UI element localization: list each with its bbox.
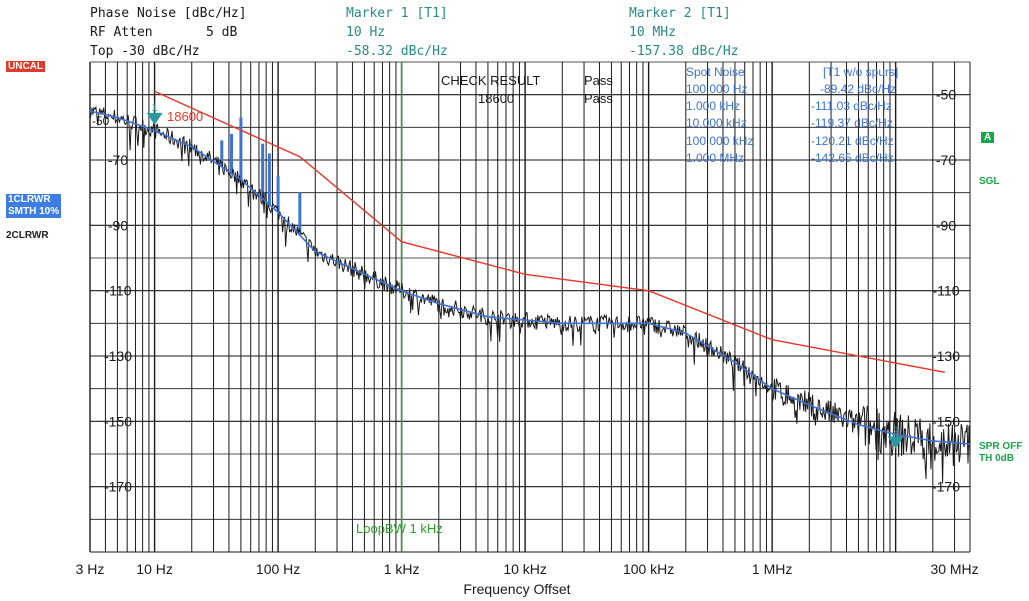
spot-noise-freq-5: 1.000 MHz	[686, 151, 744, 165]
y-tick-left: -150	[104, 413, 132, 429]
check-result-block: CHECK RESULT 18600 Pass Pass	[441, 73, 613, 106]
spot-noise-value-4: -120.21 dBc/Hz	[811, 134, 894, 148]
loopbw-label: LoopBW 1 kHz	[356, 521, 443, 536]
x-tick-label: 1 MHz	[752, 561, 792, 577]
rf-atten-label: RF Atten	[90, 25, 153, 40]
y-tick-left: -110	[105, 283, 132, 299]
marker1-frequency: 10 Hz	[346, 25, 386, 40]
y-tick-left: -170	[104, 479, 132, 495]
check-result-title: CHECK RESULT	[441, 73, 541, 88]
x-tick-label: 30 MHz	[930, 561, 978, 577]
marker2-level: -157.38 dBc/Hz	[629, 44, 739, 59]
marker2-title: Marker 2 [T1]	[629, 6, 731, 21]
y-tick-left: -90	[108, 217, 128, 233]
chart-grid	[89, 61, 971, 553]
rf-atten-value: 5 dB	[206, 25, 238, 40]
x-axis-label: Frequency Offset	[463, 581, 570, 597]
spot-noise-value-2: -111.03 dBc/Hz	[811, 99, 892, 113]
trace2-label: 2CLRWR	[6, 230, 49, 241]
y-tick-right: -90	[936, 217, 956, 233]
marker-2-label: 2	[893, 425, 899, 437]
marker1-level: -58.32 dBc/Hz	[346, 44, 448, 59]
y-tick-left: -130	[104, 348, 132, 364]
phase-noise-label: Phase Noise [dBc/Hz]	[90, 6, 247, 21]
smoothed-trace-line	[89, 110, 971, 445]
trace1-badge: 1CLRWR SMTH 10%	[6, 194, 62, 218]
x-tick-label: 1 kHz	[384, 561, 420, 577]
y-tick-left: -70	[108, 152, 128, 168]
x-tick-label: 10 Hz	[136, 561, 173, 577]
y-tick-labels: -70 -90 -110 -130 -150 -170 -50 -70 -90 -110 -130 -…	[104, 87, 960, 495]
spot-noise-freq-4: 100.000 kHz	[686, 134, 753, 148]
spot-noise-value-3: -119.37 dBc/Hz	[811, 116, 893, 130]
y-tick-right: -170	[932, 479, 960, 495]
top-level-label: Top -30 dBc/Hz	[90, 44, 200, 59]
spot-noise-value-5: -142.65 dBc/Hz	[811, 151, 894, 165]
y-tick-right: -50	[936, 87, 956, 103]
uncal-badge: UNCAL	[6, 61, 45, 72]
sweep-single-label: SGL	[979, 176, 1000, 187]
x-tick-label: 100 Hz	[256, 561, 300, 577]
trace1-mode: 1CLRWR	[8, 194, 51, 205]
x-tick-label: 100 kHz	[623, 561, 674, 577]
spot-noise-table: Spot Noise [T1 w/o spurs] 100.000 Hz -89…	[686, 65, 898, 165]
marker-group: 12	[146, 102, 904, 449]
threshold-label: TH 0dB	[979, 453, 1014, 464]
spot-noise-header-right: [T1 w/o spurs]	[823, 65, 898, 79]
y-tick-right: -150	[932, 413, 960, 429]
marker-1-label: 1	[152, 102, 158, 114]
raw-noise-trace	[89, 105, 971, 484]
check-limit-name: 18600	[478, 91, 514, 106]
spot-noise-freq-1: 100.000 Hz	[686, 82, 747, 96]
spot-noise-freq-2: 1.000 kHz	[686, 99, 740, 113]
y-tick-right: -130	[932, 348, 960, 364]
spot-noise-value-1: -89.42 dBc/Hz	[820, 82, 896, 96]
trace1-smoothing: SMTH 10%	[8, 206, 60, 217]
marker-2-icon	[887, 436, 904, 449]
marker-1-icon	[146, 112, 163, 125]
spot-noise-header: Spot Noise	[686, 65, 745, 79]
ref-level-label: -50	[92, 114, 110, 128]
marker1-title: Marker 1 [T1]	[346, 6, 448, 21]
input-a-badge: A	[981, 132, 995, 143]
y-tick-right: -110	[933, 283, 960, 299]
spur-lines	[220, 117, 302, 236]
marker2-frequency: 10 MHz	[629, 25, 676, 40]
x-tick-labels: 3 Hz 10 Hz 100 Hz 1 kHz 10 kHz 100 kHz 1 MHz 30…	[76, 561, 979, 577]
spur-off-label: SPR OFF	[979, 441, 1023, 452]
x-tick-label: 3 Hz	[76, 561, 105, 577]
check-result-pass-1: Pass	[584, 73, 613, 88]
limit-line	[154, 90, 945, 373]
y-tick-right: -70	[936, 152, 956, 168]
spur-status: SPR OFF TH 0dB	[979, 441, 1022, 465]
check-result-pass-2: Pass	[584, 91, 613, 106]
limit-line-label: 18600	[167, 109, 203, 124]
spot-noise-freq-3: 10.000 kHz	[686, 116, 747, 130]
x-tick-label: 10 kHz	[503, 561, 547, 577]
